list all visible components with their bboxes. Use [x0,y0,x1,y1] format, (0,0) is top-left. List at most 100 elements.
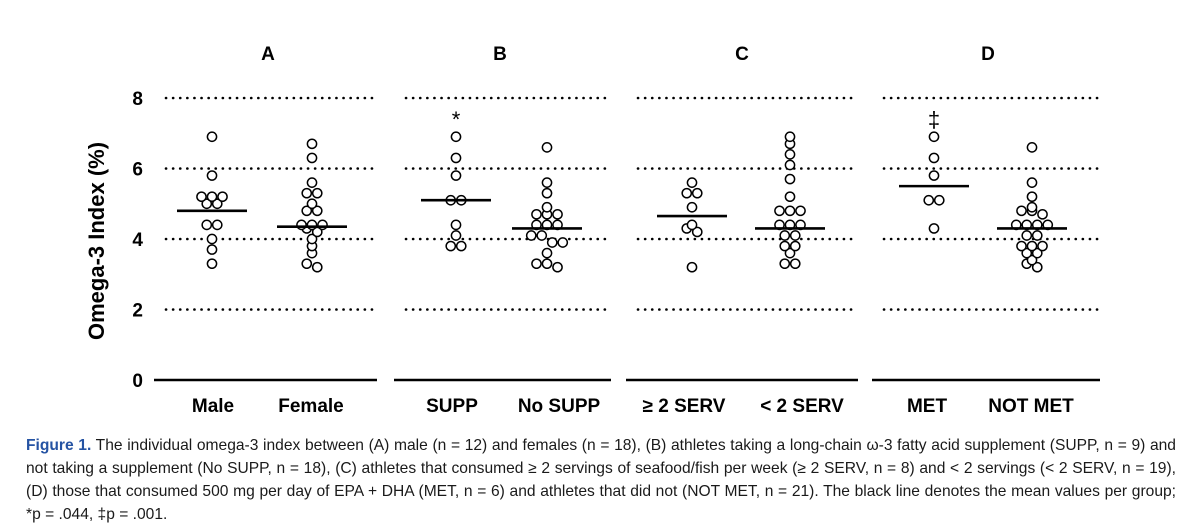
data-point [1021,230,1033,241]
data-point [1031,230,1043,241]
data-point [784,131,796,143]
data-point [779,240,791,252]
y-tick-label: 0 [132,371,143,392]
data-point [928,223,940,234]
data-point [1016,205,1027,217]
data-point [933,194,945,206]
data-point [789,240,801,252]
data-point [784,149,796,160]
data-point [525,230,537,241]
category-label: Female [278,396,343,417]
y-axis-label: Omega-3 Index (%) [84,142,109,340]
data-point [301,187,313,199]
category-label: SUPP [426,396,478,417]
panel-letter-d: D [981,44,995,65]
data-point [306,219,318,231]
data-point [784,159,796,171]
data-point [206,191,218,203]
y-tick-label: 2 [132,301,143,322]
data-point [450,170,462,181]
data-point [1037,240,1048,252]
figure-label: Figure 1. [26,437,92,454]
data-point [301,258,313,270]
data-point [928,131,940,143]
omega3-dot-plot: Omega-3 Index (%) 0 2 4 6 8 A Male Female B * SUPP N… [84,44,1102,417]
data-point [686,201,698,213]
data-point [306,233,318,245]
data-point [1037,208,1048,220]
data-point [1026,191,1038,203]
data-point [450,230,462,241]
data-point [317,219,328,231]
data-point [541,258,553,270]
data-point [795,205,806,217]
data-point [541,142,553,153]
data-point [552,208,563,220]
data-point [1016,240,1027,252]
data-point [306,138,318,150]
data-point [206,233,218,245]
data-point [784,191,796,203]
data-point [779,230,791,241]
data-point [774,205,785,217]
data-point [201,198,213,210]
data-point [784,205,796,217]
data-point [541,177,553,188]
data-point [789,230,801,241]
data-point [311,205,323,217]
data-point [928,170,940,181]
data-point [450,131,462,143]
data-point [455,240,467,252]
data-point [1026,240,1038,252]
data-point [1026,254,1038,266]
data-point [206,170,218,181]
data-point [784,247,796,259]
figure-caption: Figure 1. The individual omega-3 index b… [26,434,1176,526]
data-point [923,194,935,206]
data-point [206,244,218,255]
data-point [686,219,698,231]
data-point [686,177,698,188]
data-point [217,191,228,203]
data-point [691,187,703,199]
data-point [686,261,698,273]
data-point [306,198,318,210]
data-point [531,208,542,220]
data-point [1031,261,1043,273]
data-point [450,219,462,231]
y-tick-label: 4 [132,230,143,251]
data-point [1026,177,1038,188]
data-point [206,131,218,143]
data-point [789,258,801,270]
category-label: NOT MET [988,396,1074,417]
category-label: No SUPP [518,396,601,417]
data-point [541,201,553,213]
category-label: Male [192,396,234,417]
data-point [301,205,313,217]
data-point [450,152,462,164]
data-point [557,237,569,248]
data-point [1026,201,1038,213]
caption-text: The individual omega-3 index between (A)… [26,437,1176,523]
data-point [681,187,693,199]
data-point [541,247,553,259]
data-point [928,152,940,164]
data-point [306,177,318,188]
data-point [536,230,548,241]
data-point [445,240,457,252]
data-point [311,187,323,199]
data-point [1021,247,1033,259]
data-point [779,258,791,270]
data-point [1026,142,1038,153]
panel-letter-a: A [261,44,275,65]
significance-marker: * [452,107,461,132]
data-point [306,152,318,164]
data-point [531,258,542,270]
data-point [546,237,558,248]
category-label: ≥ 2 SERV [643,396,726,417]
data-point [211,198,223,210]
data-point [552,261,563,273]
data-point [201,219,213,231]
y-tick-label: 8 [132,89,143,110]
data-point [784,173,796,185]
